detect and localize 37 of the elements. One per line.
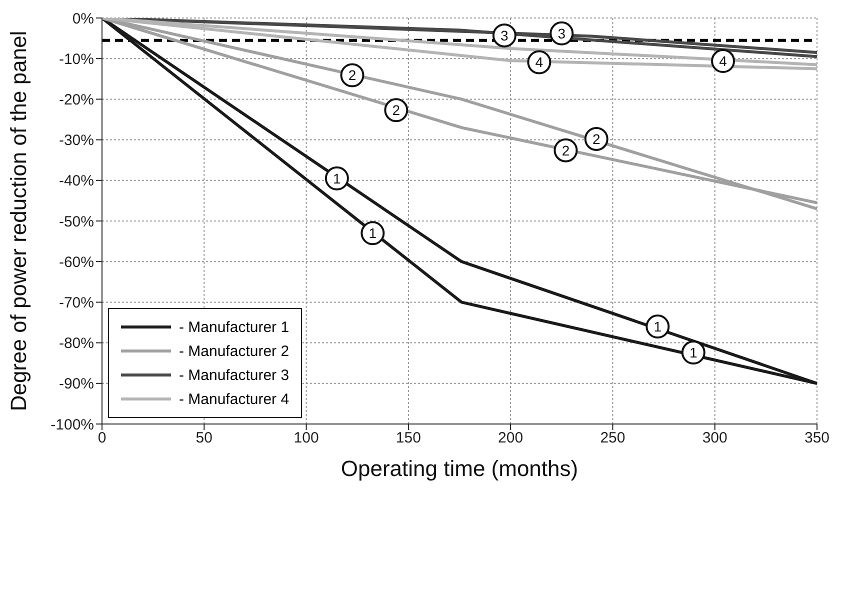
y-tick-label: -80% bbox=[58, 335, 94, 352]
y-tick-label: -90% bbox=[58, 376, 94, 393]
legend-label: - Manufacturer 3 bbox=[179, 366, 290, 384]
y-tick-label: -20% bbox=[58, 92, 94, 109]
annotation: 4 bbox=[535, 54, 544, 70]
annotation: 4 bbox=[719, 53, 728, 70]
y-tick-label: -50% bbox=[58, 213, 94, 230]
x-tick-label: 350 bbox=[804, 430, 830, 447]
y-tick-label: -40% bbox=[58, 172, 94, 190]
x-tick-label: 100 bbox=[294, 430, 319, 447]
x-tick-label: 200 bbox=[498, 430, 524, 447]
legend-label: - Manufacturer 1 bbox=[179, 318, 290, 336]
legend-label: - Manufacturer 4 bbox=[179, 390, 290, 408]
annotation: 2 bbox=[348, 67, 356, 84]
x-tick-label: 150 bbox=[396, 430, 421, 447]
y-tick-label: -70% bbox=[58, 294, 94, 312]
legend-label: - Manufacturer 2 bbox=[179, 342, 290, 360]
x-tick-label: 300 bbox=[702, 430, 728, 447]
y-tick-label: 0% bbox=[72, 10, 94, 28]
y-tick-label: -100% bbox=[50, 416, 94, 434]
x-tick-label: 50 bbox=[196, 430, 212, 447]
annotation: 3 bbox=[500, 27, 509, 44]
annotation: 2 bbox=[592, 130, 600, 147]
annotation: 1 bbox=[690, 344, 698, 361]
y-tick-label: -30% bbox=[58, 132, 94, 150]
x-tick-label: 0 bbox=[98, 430, 106, 447]
x-tick-label: 250 bbox=[600, 430, 626, 447]
x-axis-title: Operating time (months) bbox=[340, 456, 578, 481]
y-axis-title: Degree of power reduction of the panel bbox=[6, 30, 31, 412]
y-tick-label: -60% bbox=[58, 254, 94, 271]
annotation: 1 bbox=[333, 170, 342, 186]
annotation: 1 bbox=[654, 318, 662, 335]
annotation: 2 bbox=[562, 142, 570, 158]
annotation: 3 bbox=[558, 25, 566, 42]
y-tick-label: -10% bbox=[58, 50, 94, 68]
annotation: 2 bbox=[392, 102, 400, 118]
annotation: 1 bbox=[368, 225, 377, 242]
